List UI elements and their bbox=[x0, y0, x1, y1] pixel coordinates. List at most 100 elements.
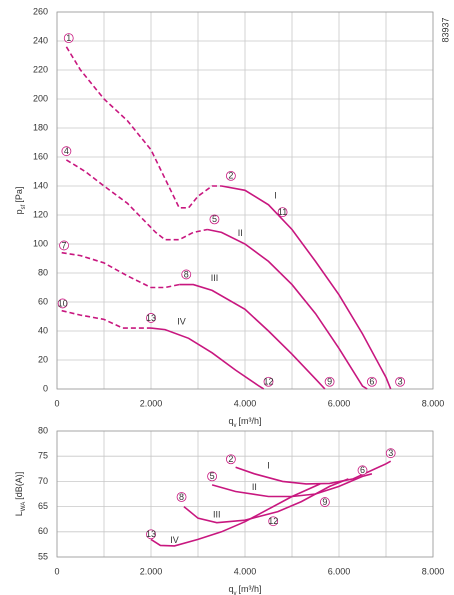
marker-label: 8 bbox=[179, 492, 184, 502]
y-tick-label: 55 bbox=[38, 551, 48, 561]
curve bbox=[150, 483, 321, 547]
y-tick-label: 100 bbox=[33, 238, 48, 248]
marker-label: 11 bbox=[278, 207, 287, 217]
axis-unit: [m³/h] bbox=[239, 416, 262, 426]
marker-label: 8 bbox=[184, 269, 189, 279]
marker-label: 1 bbox=[66, 33, 71, 43]
axis-subscript: WA bbox=[21, 502, 27, 511]
x-tick-label: 6.000 bbox=[328, 398, 351, 408]
marker-label: 5 bbox=[212, 214, 217, 224]
curve bbox=[61, 251, 180, 289]
marker-circle bbox=[63, 33, 74, 43]
axis-unit: [dB(A)] bbox=[14, 472, 24, 500]
curve-label: III bbox=[213, 510, 221, 520]
axis-label: qv [m³/h] bbox=[228, 416, 261, 428]
marker-circle bbox=[181, 269, 192, 280]
axis-symbol: q bbox=[228, 584, 233, 594]
axis-label: psf[Pa] bbox=[14, 187, 26, 215]
y-tick-label: 75 bbox=[38, 451, 48, 461]
curve bbox=[179, 283, 326, 390]
y-tick-label: 180 bbox=[33, 122, 48, 132]
marker-circle bbox=[357, 465, 368, 476]
x-tick-label: 2.000 bbox=[140, 398, 163, 408]
marker-circle bbox=[277, 207, 288, 218]
axis-subscript: v bbox=[234, 423, 237, 429]
marker-label: 4 bbox=[64, 146, 69, 156]
marker-label: 9 bbox=[322, 497, 327, 507]
marker-label: 3 bbox=[398, 377, 403, 387]
axis-label: qv [m³/h] bbox=[228, 584, 261, 595]
marker-circle bbox=[225, 170, 236, 181]
marker-label: 12 bbox=[268, 516, 278, 526]
axis-symbol: L bbox=[14, 511, 24, 516]
curve bbox=[65, 159, 208, 241]
y-tick-label: 140 bbox=[33, 180, 48, 190]
marker-label: 3 bbox=[388, 448, 393, 458]
curve-label: III bbox=[211, 273, 219, 283]
y-tick-label: 220 bbox=[33, 64, 48, 74]
marker-circle bbox=[385, 448, 396, 459]
axis-unit: [m³/h] bbox=[239, 584, 262, 594]
curve-label: II bbox=[238, 228, 243, 238]
axis-subscript: sf bbox=[21, 204, 27, 209]
x-tick-label: 4.000 bbox=[234, 566, 257, 576]
marker-circle bbox=[395, 376, 406, 387]
y-tick-label: 70 bbox=[38, 476, 48, 486]
drawing-code: 83937 bbox=[440, 17, 450, 42]
curve bbox=[211, 473, 373, 498]
marker-label: 13 bbox=[146, 313, 156, 323]
marker-circle bbox=[207, 471, 218, 482]
curve bbox=[183, 478, 349, 524]
marker-circle bbox=[319, 497, 330, 507]
marker-circle bbox=[209, 214, 220, 225]
marker-label: 6 bbox=[360, 465, 365, 475]
marker-circle bbox=[146, 529, 156, 540]
y-tick-label: 20 bbox=[38, 354, 48, 364]
y-tick-label: 80 bbox=[38, 425, 48, 435]
curve-label: I bbox=[274, 191, 277, 201]
x-tick-label: 2.000 bbox=[140, 566, 163, 576]
marker-label: 2 bbox=[228, 454, 233, 464]
curve-label: I bbox=[267, 461, 270, 471]
curve-label: IV bbox=[170, 535, 179, 545]
curve bbox=[235, 460, 392, 485]
y-tick-label: 260 bbox=[33, 6, 48, 16]
marker-circle bbox=[263, 376, 274, 387]
axis-subscript: v bbox=[234, 591, 237, 595]
curve bbox=[207, 228, 368, 390]
plot-frame bbox=[56, 11, 434, 390]
marker-circle bbox=[59, 240, 69, 251]
plot-frame bbox=[56, 430, 434, 558]
y-tick-label: 240 bbox=[33, 35, 48, 45]
marker-label: 6 bbox=[369, 377, 374, 387]
curve bbox=[221, 185, 392, 390]
curve-label: IV bbox=[177, 317, 186, 327]
y-tick-label: 80 bbox=[38, 267, 48, 277]
marker-label: 12 bbox=[263, 377, 273, 387]
curve bbox=[65, 46, 222, 209]
marker-circle bbox=[366, 376, 377, 387]
axis-symbol: p bbox=[14, 209, 24, 214]
x-tick-label: 0 bbox=[54, 566, 59, 576]
axis-label: LWA [dB(A)] bbox=[14, 472, 26, 516]
marker-circle bbox=[324, 376, 335, 387]
marker-label: 2 bbox=[228, 171, 233, 181]
marker-circle bbox=[225, 454, 236, 465]
x-tick-label: 4.000 bbox=[234, 398, 257, 408]
y-tick-label: 0 bbox=[43, 383, 48, 393]
marker-label: 9 bbox=[327, 377, 332, 387]
marker-label: 7 bbox=[62, 240, 67, 250]
y-tick-label: 40 bbox=[38, 325, 48, 335]
y-tick-label: 120 bbox=[33, 209, 48, 219]
y-tick-label: 60 bbox=[38, 526, 48, 536]
marker-circle bbox=[268, 516, 279, 527]
x-tick-label: 6.000 bbox=[328, 566, 351, 576]
marker-label: 10 bbox=[58, 298, 68, 308]
y-tick-label: 160 bbox=[33, 151, 48, 161]
x-tick-label: 0 bbox=[54, 398, 59, 408]
axis-unit: [Pa] bbox=[14, 187, 24, 203]
marker-circle bbox=[61, 146, 72, 157]
marker-label: 13 bbox=[146, 529, 156, 539]
curve-label: II bbox=[252, 482, 257, 492]
